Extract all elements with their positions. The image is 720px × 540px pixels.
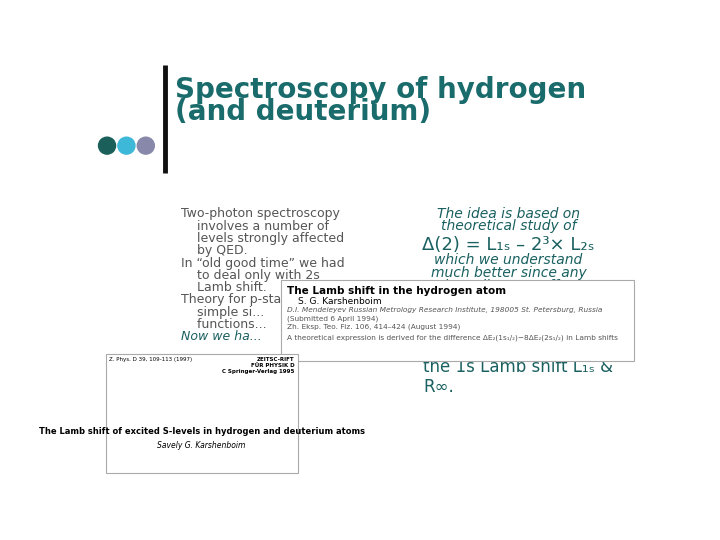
- Text: A theoretical expression is derived for the difference ΔE₂(1s₁/₂)−8ΔE₂(2s₁/₂) in: A theoretical expression is derived for …: [287, 334, 618, 341]
- Text: which we understand: which we understand: [434, 253, 582, 267]
- Text: (and deuterium): (and deuterium): [175, 98, 431, 126]
- Text: vanishes for Δ(2).: vanishes for Δ(2).: [447, 292, 570, 306]
- Text: ZEITSC-RIFT
FÜR PHYSIK D
C Springer-Verlag 1995: ZEITSC-RIFT FÜR PHYSIK D C Springer-Verl…: [222, 356, 294, 374]
- Text: much better since any: much better since any: [431, 266, 586, 280]
- Circle shape: [99, 137, 116, 154]
- Text: Zh. Eksp. Teo. Fiz. 106, 414–424 (August 1994): Zh. Eksp. Teo. Fiz. 106, 414–424 (August…: [287, 323, 460, 330]
- Text: Lamb shift.: Lamb shift.: [181, 281, 267, 294]
- Text: Savely G. Karshenboim: Savely G. Karshenboim: [158, 441, 246, 450]
- Text: short distance effect: short distance effect: [437, 279, 580, 293]
- Text: Δ(2) = L₁ₛ – 2³× L₂ₛ: Δ(2) = L₁ₛ – 2³× L₂ₛ: [423, 236, 595, 254]
- Circle shape: [118, 137, 135, 154]
- Text: Theory for p-states is: Theory for p-states is: [181, 294, 315, 307]
- Text: involves a number of: involves a number of: [181, 220, 330, 233]
- FancyBboxPatch shape: [282, 280, 634, 361]
- Text: Spectroscopy of hydrogen: Spectroscopy of hydrogen: [175, 76, 586, 104]
- Text: Two-photon spectroscopy: Two-photon spectroscopy: [181, 207, 341, 220]
- Text: In “old good time” we had: In “old good time” we had: [181, 256, 345, 269]
- Text: R∞.: R∞.: [423, 378, 454, 396]
- Text: functions...: functions...: [181, 318, 267, 331]
- Text: The Lamb shift of excited S-levels in hydrogen and deuterium atoms: The Lamb shift of excited S-levels in hy…: [39, 427, 364, 436]
- Circle shape: [138, 137, 154, 154]
- Text: S. G. Karshenboim: S. G. Karshenboim: [299, 296, 382, 306]
- Text: The Lamb shift in the hydrogen atom: The Lamb shift in the hydrogen atom: [287, 286, 506, 296]
- Text: Now we ha...: Now we ha...: [181, 330, 262, 343]
- FancyBboxPatch shape: [106, 354, 297, 473]
- Text: levels strongly affected: levels strongly affected: [181, 232, 345, 245]
- Text: theoretical study of: theoretical study of: [441, 219, 576, 233]
- Text: (Submitted 6 April 1994): (Submitted 6 April 1994): [287, 315, 378, 321]
- Text: to deal only with 2s: to deal only with 2s: [181, 269, 320, 282]
- Text: Z. Phys. D 39, 109-113 (1997): Z. Phys. D 39, 109-113 (1997): [109, 356, 192, 362]
- Text: simple si...: simple si...: [181, 306, 265, 319]
- Text: D.I. Mendeleyev Russian Metrology Research Institute, 198005 St. Petersburg, Rus: D.I. Mendeleyev Russian Metrology Resear…: [287, 307, 602, 313]
- Text: The idea is based on: The idea is based on: [437, 207, 580, 221]
- Text: variables to determine:: variables to determine:: [423, 338, 618, 356]
- Text: by QED.: by QED.: [181, 244, 248, 257]
- Text: the 1s Lamb shift L₁ₛ &: the 1s Lamb shift L₁ₛ &: [423, 358, 613, 376]
